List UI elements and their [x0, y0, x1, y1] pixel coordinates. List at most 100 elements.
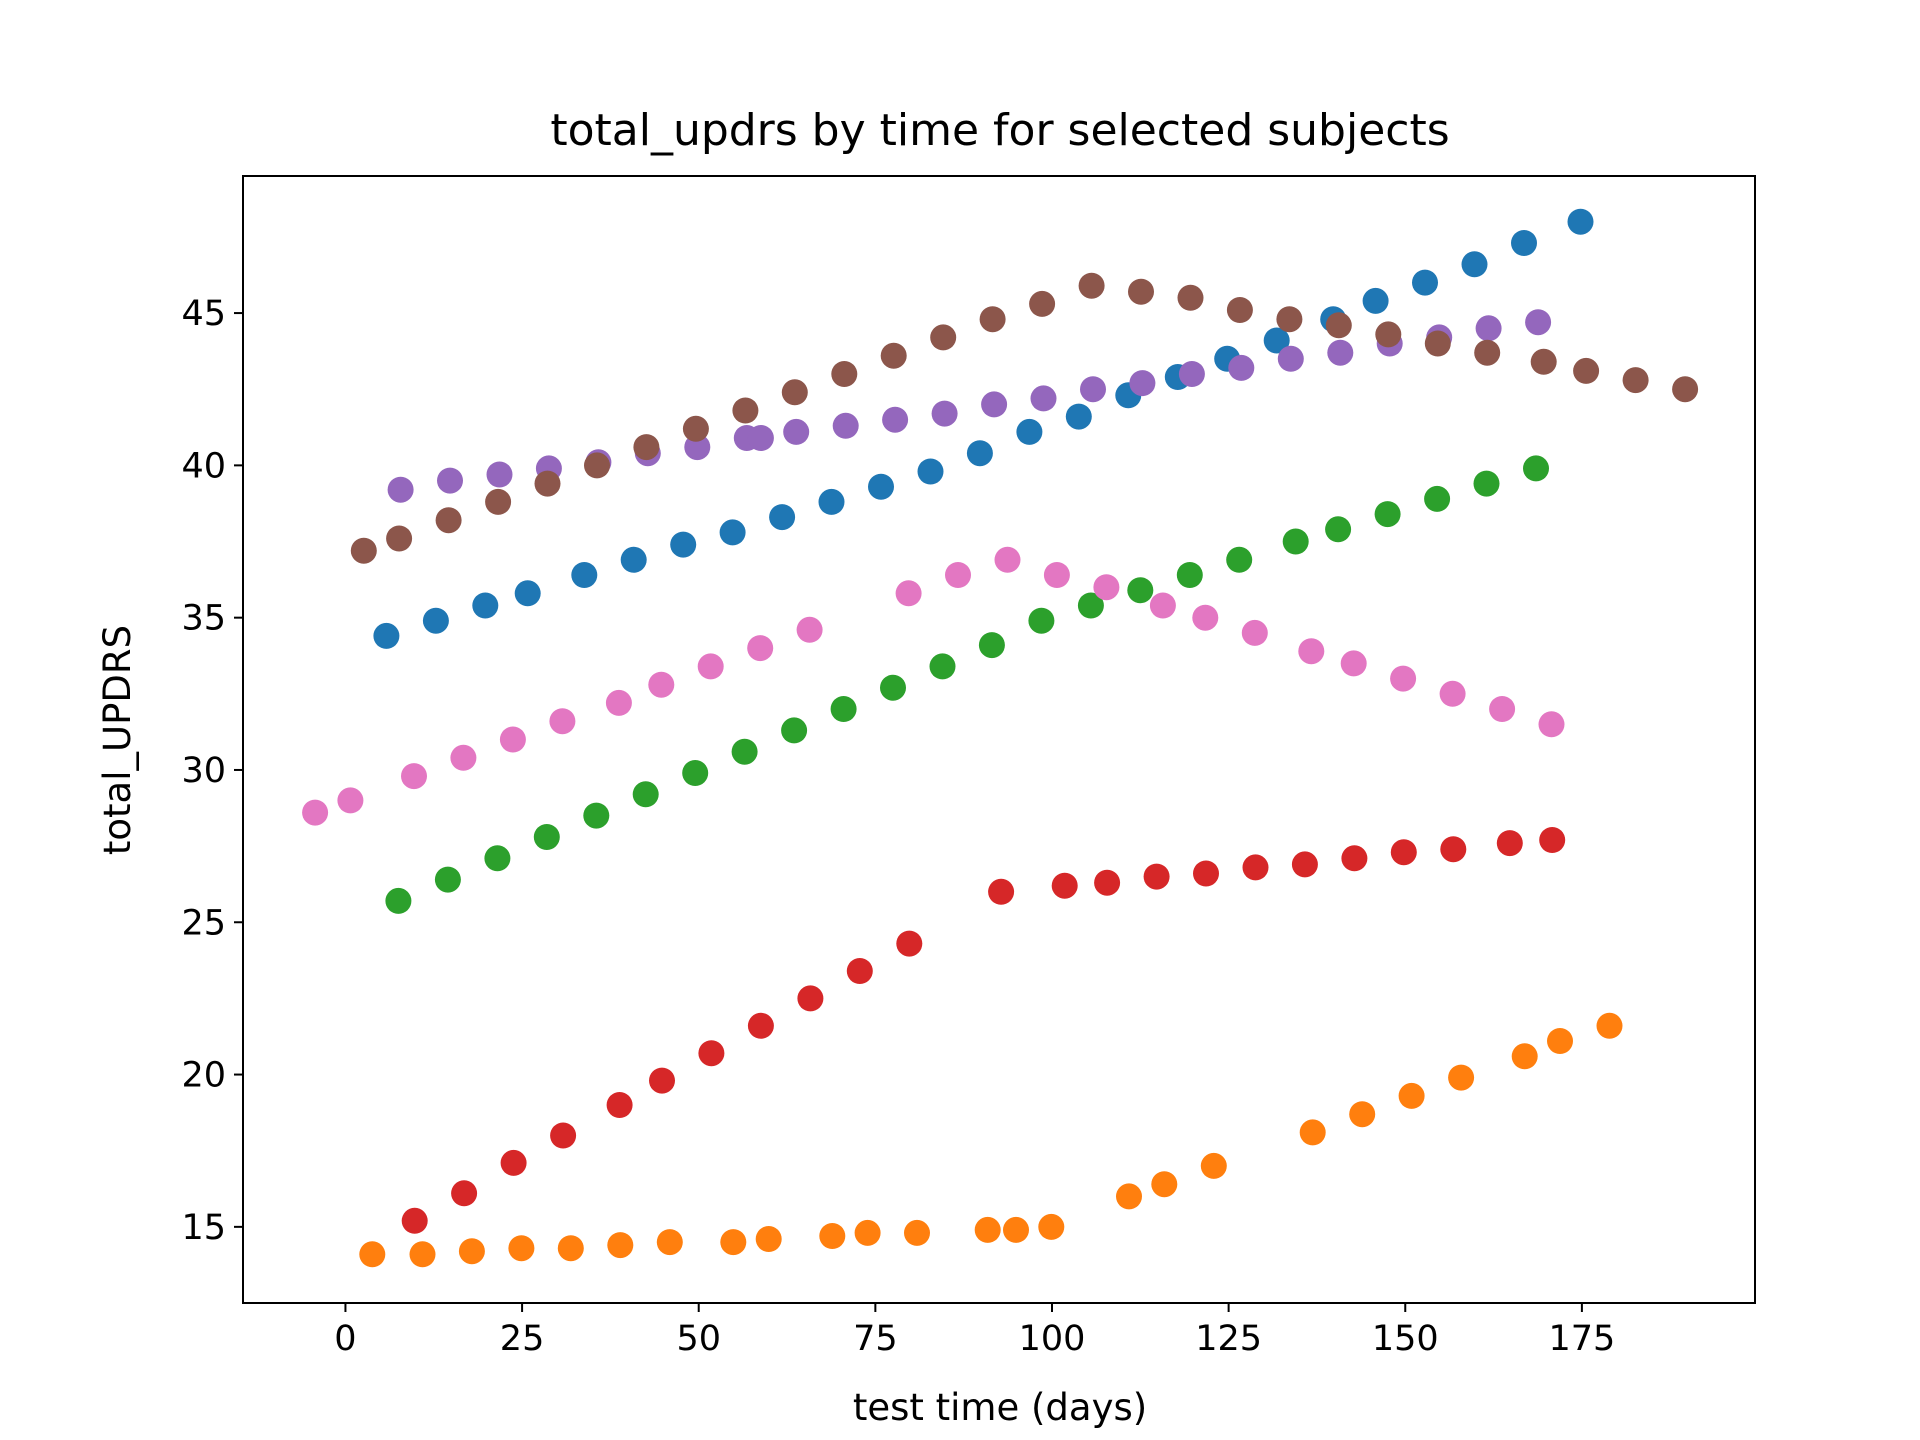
- data-point: [1390, 839, 1417, 866]
- data-point: [1078, 272, 1105, 299]
- data-point: [1525, 309, 1552, 336]
- data-point: [1038, 1213, 1065, 1240]
- x-tick-label: 150: [1372, 1319, 1439, 1359]
- data-point: [1475, 315, 1502, 342]
- data-point: [632, 781, 659, 808]
- data-point: [755, 1226, 782, 1252]
- data-point: [1003, 1216, 1029, 1243]
- data-point: [1263, 327, 1290, 354]
- data-point: [1228, 354, 1255, 381]
- data-point: [458, 1238, 485, 1265]
- data-point: [697, 653, 724, 680]
- data-point: [571, 562, 598, 588]
- data-point: [682, 415, 709, 442]
- data-point: [1242, 854, 1269, 881]
- data-point: [719, 519, 746, 546]
- data-point: [1192, 604, 1219, 631]
- data-point: [880, 674, 906, 701]
- x-tick-label: 175: [1548, 1319, 1615, 1359]
- series-7: [302, 546, 1565, 826]
- data-point: [797, 985, 824, 1012]
- data-point: [1412, 269, 1438, 296]
- data-point: [1398, 1082, 1425, 1109]
- data-point: [1094, 869, 1121, 896]
- data-point: [656, 1229, 683, 1256]
- data-point: [401, 763, 427, 790]
- data-point: [769, 504, 796, 531]
- data-point: [1276, 306, 1303, 333]
- x-tick-label: 25: [500, 1319, 545, 1359]
- data-point: [1093, 574, 1120, 601]
- data-point: [747, 425, 774, 451]
- data-point: [649, 1067, 675, 1094]
- x-tick-label: 0: [334, 1319, 356, 1359]
- data-point: [1448, 1064, 1475, 1091]
- data-point: [1029, 290, 1056, 317]
- data-point: [386, 525, 413, 552]
- data-point: [1129, 370, 1156, 397]
- data-point: [978, 632, 1005, 659]
- data-point: [1143, 863, 1170, 890]
- data-point: [605, 689, 632, 716]
- data-point: [1193, 860, 1219, 887]
- data-point: [1298, 638, 1325, 665]
- data-point: [1496, 830, 1523, 857]
- data-point: [359, 1241, 386, 1268]
- data-point: [1622, 367, 1649, 394]
- data-point: [435, 507, 462, 534]
- y-tick-label: 45: [181, 294, 226, 334]
- data-point: [1030, 385, 1057, 412]
- x-axis-label: test time (days): [853, 1386, 1147, 1429]
- data-point: [1176, 562, 1203, 588]
- data-point: [904, 1219, 930, 1246]
- data-point: [451, 1180, 478, 1207]
- y-tick-label: 25: [181, 903, 226, 943]
- data-point: [1299, 1119, 1326, 1146]
- data-point: [1567, 208, 1594, 235]
- data-point: [1474, 339, 1501, 366]
- data-point: [931, 400, 958, 427]
- data-point: [945, 562, 971, 588]
- data-point: [409, 1241, 436, 1268]
- data-point: [508, 1235, 535, 1262]
- series-1: [373, 208, 1594, 649]
- data-point: [648, 671, 675, 698]
- data-point: [930, 324, 957, 351]
- data-point: [533, 824, 560, 850]
- data-point: [1340, 650, 1367, 677]
- data-point: [385, 887, 412, 914]
- data-point: [633, 434, 660, 461]
- data-point: [1473, 470, 1500, 497]
- data-point: [846, 958, 873, 984]
- y-tick-label: 30: [181, 751, 226, 791]
- data-point: [783, 418, 810, 445]
- y-tick-label: 15: [181, 1208, 226, 1248]
- data-point: [1151, 1171, 1178, 1198]
- data-points: [302, 208, 1699, 1268]
- data-point: [819, 1223, 846, 1249]
- data-point: [302, 799, 329, 826]
- x-tick-label: 75: [853, 1319, 898, 1359]
- series-6: [350, 272, 1699, 564]
- data-point: [1282, 528, 1309, 555]
- data-point: [584, 452, 610, 479]
- data-point: [832, 412, 859, 439]
- data-point: [1539, 827, 1566, 853]
- chart-title: total_updrs by time for selected subject…: [550, 105, 1449, 156]
- data-point: [966, 440, 993, 467]
- data-point: [1241, 619, 1268, 646]
- data-point: [1127, 577, 1154, 604]
- data-point: [1200, 1152, 1227, 1179]
- series-3: [385, 455, 1549, 914]
- data-point: [1277, 345, 1304, 372]
- data-point: [895, 580, 922, 607]
- data-point: [1178, 361, 1205, 387]
- data-point: [682, 760, 709, 786]
- data-point: [1177, 284, 1204, 311]
- data-point: [1362, 287, 1389, 314]
- data-point: [387, 476, 414, 503]
- data-point: [484, 845, 511, 872]
- data-point: [557, 1235, 584, 1262]
- data-point: [670, 531, 697, 558]
